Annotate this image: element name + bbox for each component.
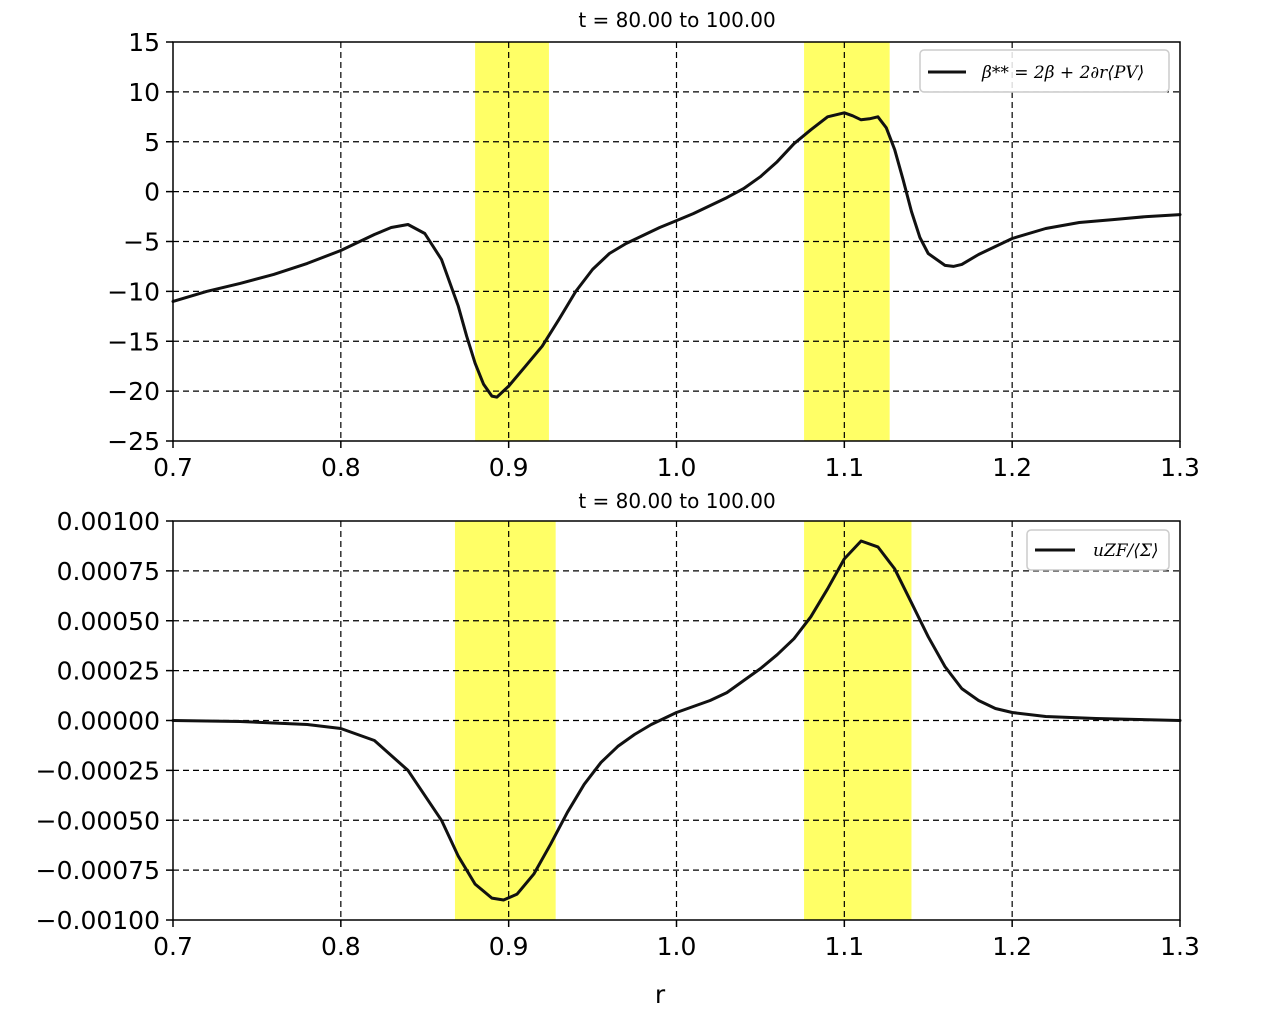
chart-bottom-legend-box [1026, 529, 1170, 571]
series-line-0 [171, 539, 1182, 902]
y-tick-label: 0.00100 [57, 507, 160, 536]
chart-bottom-x-ticks: 0.7 0.8 0.9 1.0 1.1 1.2 1.3 [153, 920, 1200, 961]
series-line-0 [171, 111, 1182, 399]
chart-bottom-series [171, 539, 1182, 902]
x-tick-label: 1.1 [824, 932, 864, 961]
chart-top-grid [173, 42, 1180, 441]
chart-bottom-legend-label: uZF/⟨Σ⟩ [1093, 541, 1159, 561]
y-tick-label: −20 [107, 377, 160, 406]
y-tick-label: −10 [107, 277, 160, 306]
x-tick-label: 1.2 [992, 453, 1032, 482]
chart-top: t = 80.00 to 100.00 0.7 0.8 0.9 1.0 1.1 1.2 1.… [107, 8, 1200, 482]
y-tick-label: −0.00025 [36, 756, 160, 785]
x-tick-label: 1.3 [1160, 932, 1200, 961]
y-tick-label: −25 [107, 427, 160, 456]
x-tick-label: 1.1 [824, 453, 864, 482]
y-tick-label: −0.00100 [36, 906, 160, 935]
chart-top-legend: β** = 2β + 2∂r⟨PV⟩ [919, 49, 1170, 93]
chart-bottom-x-axis-label: r [655, 980, 666, 1009]
chart-top-legend-box [919, 49, 1170, 93]
x-tick-label: 0.9 [489, 932, 529, 961]
chart-top-y-ticks: 15 10 5 0 −5 −10 −15 −20 −25 [107, 28, 173, 456]
x-tick-label: 0.8 [321, 453, 361, 482]
chart-bottom: t = 80.00 to 100.00 0.7 0.8 0.9 1.0 1.1 1.2 1.… [36, 489, 1200, 1009]
x-tick-label: 1.0 [657, 932, 697, 961]
x-tick-label: 0.9 [489, 453, 529, 482]
y-tick-label: −15 [107, 327, 160, 356]
chart-bottom-legend: uZF/⟨Σ⟩ [1026, 529, 1170, 571]
chart-top-series [171, 111, 1182, 399]
x-tick-label: 1.3 [1160, 453, 1200, 482]
y-tick-label: 0 [144, 178, 160, 207]
chart-bottom-y-ticks: 0.00100 0.00075 0.00050 0.00025 0.00000 −0.00… [36, 507, 173, 935]
y-tick-label: 0.00000 [57, 707, 160, 736]
y-tick-label: 0.00025 [57, 657, 160, 686]
chart-bottom-grid [173, 521, 1180, 920]
chart-top-x-ticks: 0.7 0.8 0.9 1.0 1.1 1.2 1.3 [153, 441, 1200, 482]
chart-bottom-title: t = 80.00 to 100.00 [578, 489, 775, 513]
y-tick-label: 0.00050 [57, 607, 160, 636]
y-tick-label: −0.00075 [36, 856, 160, 885]
y-tick-label: 0.00075 [57, 557, 160, 586]
y-tick-label: 5 [144, 128, 160, 157]
x-tick-label: 1.2 [992, 932, 1032, 961]
y-tick-label: −0.00050 [36, 806, 160, 835]
x-tick-label: 0.7 [153, 453, 193, 482]
x-tick-label: 0.7 [153, 932, 193, 961]
x-tick-label: 0.8 [321, 932, 361, 961]
x-tick-label: 1.0 [657, 453, 697, 482]
y-tick-label: 15 [128, 28, 160, 57]
y-tick-label: 10 [128, 78, 160, 107]
y-tick-label: −5 [123, 228, 160, 257]
chart-top-legend-label: β** = 2β + 2∂r⟨PV⟩ [981, 63, 1144, 83]
chart-top-title: t = 80.00 to 100.00 [578, 8, 775, 32]
